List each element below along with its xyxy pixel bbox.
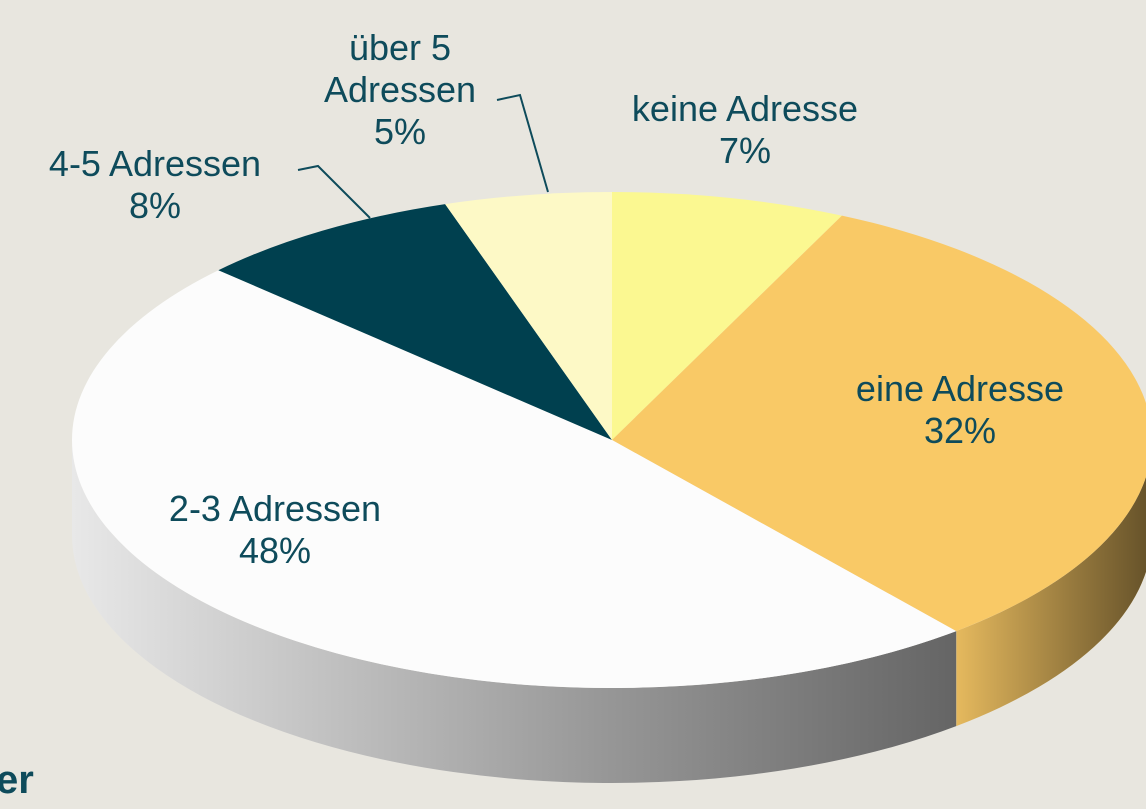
leader-line [496,93,549,193]
pie-side-shade [72,440,957,783]
slice-value: 7% [718,130,772,171]
pie-tops [72,192,1146,688]
pie-slice [612,192,842,440]
slice-category: eine Adresse [855,368,1065,409]
pie-slice [612,215,1146,632]
slice-category: keine Adresse [631,88,859,129]
slice-label: eine Adresse 32% [800,368,1120,452]
slice-value: 48% [238,530,312,571]
slice-value: 8% [128,185,182,226]
slice-label: 2-3 Adressen 48% [115,488,435,572]
slice-label: 4-5 Adressen 8% [0,143,315,227]
slice-label: über 5 Adressen 5% [305,27,495,153]
slice-value: 5% [373,111,427,152]
slice-category: 4-5 Adressen [48,143,262,184]
pie-slice [445,192,612,440]
slice-value: 32% [923,410,997,451]
pie-slice [218,204,612,440]
slice-category: über 5 Adressen [323,27,477,110]
leader-line [297,164,371,219]
slice-category: 2-3 Adressen [168,488,382,529]
slice-label: keine Adresse 7% [585,88,905,172]
pie-slice [72,270,957,688]
pie-side-shade [956,476,1146,727]
footer-text: er [0,758,34,802]
pie-sides [72,440,1146,783]
